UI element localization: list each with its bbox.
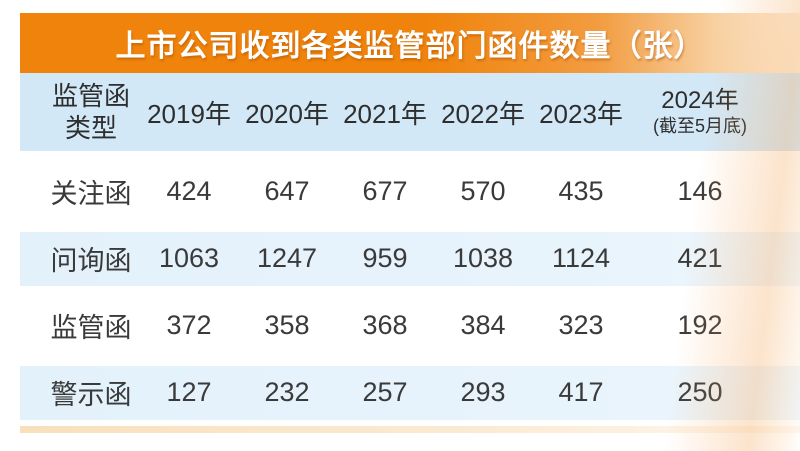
- value-cell: 257: [362, 377, 408, 407]
- column-header-2024-year: 2024年: [661, 87, 739, 115]
- value-cell: 435: [558, 176, 604, 206]
- row-label: 问询函: [50, 246, 132, 276]
- value-cell: 372: [166, 310, 212, 340]
- table-row-jingshihan: 警示函 127 232 257 293 417 250: [20, 359, 800, 426]
- table-row-wenxunhan: 问询函 1063 1247 959 1038 1124 421: [20, 225, 800, 292]
- column-header-letter-type-line1: 监管函: [51, 80, 130, 111]
- table-header-row: 监管函 类型 2019年 2020年 2021年 2022年 2023年 202…: [20, 73, 800, 151]
- value-cell: 146: [677, 176, 723, 206]
- value-cell: 293: [460, 377, 506, 407]
- table-row-guanzhuhan: 关注函 424 647 677 570 435 146: [20, 158, 800, 225]
- value-cell: 417: [558, 377, 604, 407]
- column-header-2024-note: (截至5月底): [653, 116, 747, 137]
- value-cell: 677: [362, 176, 408, 206]
- value-cell: 250: [677, 377, 723, 407]
- value-cell: 368: [362, 310, 408, 340]
- value-cell: 1038: [452, 243, 514, 273]
- value-cell: 323: [558, 310, 604, 340]
- column-header-2024: 2024年 (截至5月底): [630, 87, 770, 136]
- value-cell: 384: [460, 310, 506, 340]
- value-cell: 570: [460, 176, 506, 206]
- table-body: 关注函 424 647 677 570 435 146 问询函 1063 124…: [20, 158, 800, 426]
- value-cell: 127: [166, 377, 212, 407]
- column-header-letter-type: 监管函 类型: [20, 80, 140, 145]
- value-cell: 1063: [158, 243, 220, 273]
- value-cell: 647: [264, 176, 310, 206]
- value-cell: 232: [264, 377, 310, 407]
- row-label: 监管函: [50, 313, 132, 343]
- row-label: 关注函: [50, 179, 132, 209]
- value-cell: 1124: [551, 243, 611, 273]
- column-header-2023: 2023年: [539, 98, 623, 129]
- regulatory-letters-table: 监管函 类型 2019年 2020年 2021年 2022年 2023年 202…: [20, 73, 800, 426]
- page-title: 上市公司收到各类监管部门函件数量（张）: [115, 30, 705, 63]
- column-header-letter-type-line2: 类型: [64, 113, 117, 143]
- title-banner: 上市公司收到各类监管部门函件数量（张）: [20, 13, 800, 73]
- column-header-2019: 2019年: [147, 98, 231, 129]
- column-header-2022: 2022年: [441, 98, 525, 129]
- value-cell: 424: [166, 176, 212, 206]
- column-header-2021: 2021年: [343, 98, 427, 129]
- bottom-accent-strip: [20, 426, 800, 433]
- value-cell: 192: [677, 310, 723, 340]
- value-cell: 421: [677, 243, 723, 273]
- value-cell: 959: [362, 243, 408, 273]
- column-header-2020: 2020年: [245, 98, 329, 129]
- value-cell: 358: [264, 310, 310, 340]
- table-row-jianguanhan: 监管函 372 358 368 384 323 192: [20, 292, 800, 359]
- row-label: 警示函: [50, 380, 132, 410]
- value-cell: 1247: [256, 243, 318, 273]
